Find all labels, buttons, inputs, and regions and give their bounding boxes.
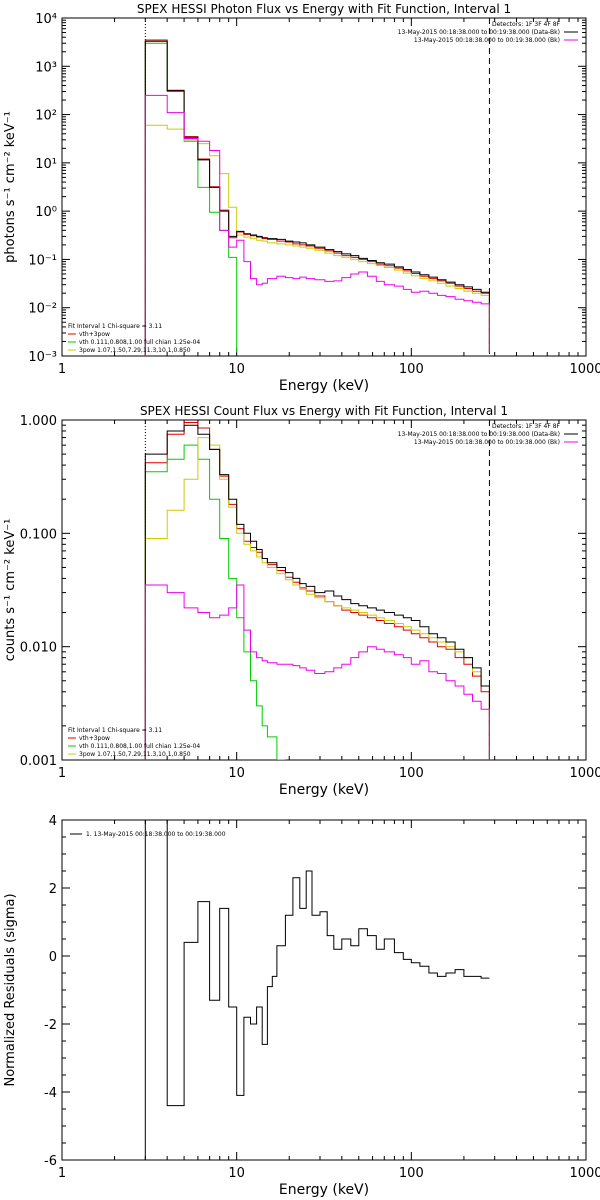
- legend-entry: 1. 13-May-2015 00:18:38.000 to 00:19:38.…: [86, 831, 226, 838]
- x-tick-label: 1000: [569, 362, 600, 377]
- y-tick-label: 10³: [35, 60, 57, 75]
- y-tick-label: -2: [44, 1018, 57, 1033]
- y-tick-label: 0: [49, 950, 57, 965]
- detectors-label: Detectors: 1F 3F 4F 8F: [492, 21, 561, 28]
- y-tick-label: 10⁻²: [28, 302, 57, 317]
- series-line: [144, 437, 490, 760]
- y-tick-label: 10¹: [35, 157, 57, 172]
- series-line: [144, 424, 490, 760]
- y-tick-label: 1.000: [20, 414, 57, 429]
- legend-entry: vth+3pow: [79, 735, 110, 742]
- legend-entry: 3pow 1.07,1.50,7.29,11.3,10.1,0.850: [79, 347, 191, 354]
- chart-3: 1 10 100 1000 Energy (keV) -6 -4 -2 0 2 4 Normalize…: [3, 814, 600, 1198]
- y-tick-label: -6: [44, 1154, 57, 1169]
- series-line: [144, 39, 490, 356]
- x-tick-label: 100: [399, 362, 424, 377]
- y-axis-label: Normalized Residuals (sigma): [3, 893, 18, 1086]
- y-tick-label: 2: [49, 882, 57, 897]
- fit-info-label: Fit Interval 1 Chi-square = 3.11: [68, 323, 162, 330]
- y-tick-label: 10⁻¹: [28, 253, 57, 268]
- chart-title: SPEX HESSI Photon Flux vs Energy with Fi…: [137, 2, 511, 16]
- series-line: [144, 42, 238, 356]
- x-tick-label: 1000: [569, 1166, 600, 1181]
- series-line: [144, 124, 490, 356]
- plot-area: [144, 820, 490, 1160]
- data-interval-label: 13-May-2015 00:18:38.000 to 00:19:38.000…: [398, 29, 560, 36]
- y-axis-label: counts s⁻¹ cm⁻² keV⁻¹: [3, 519, 18, 662]
- x-axis-label: Energy (keV): [279, 378, 369, 394]
- y-tick-label: 10⁰: [35, 205, 57, 220]
- plot-frame: [61, 819, 587, 1161]
- legend-entry: vth 0.111,0.808,1.00 full chian 1.25e-04: [79, 743, 200, 750]
- y-tick-label: 10⁴: [35, 12, 57, 27]
- x-tick-label: 1: [58, 362, 66, 377]
- y-tick-label: 0.010: [20, 641, 57, 656]
- x-axis-label: Energy (keV): [279, 1182, 369, 1198]
- series-line: [144, 820, 490, 1160]
- plot-frame: [61, 17, 587, 357]
- series-line: [144, 94, 490, 356]
- bk-interval-label: 13-May-2015 00:18:38.000 to 00:19:38.000…: [414, 439, 560, 446]
- series-line: [144, 40, 490, 356]
- x-tick-label: 1: [58, 766, 66, 781]
- plot-frame: [61, 419, 587, 761]
- x-tick-label: 10: [228, 362, 245, 377]
- x-tick-label: 1000: [569, 766, 600, 781]
- chart-1: SPEX HESSI Photon Flux vs Energy with Fi…: [3, 2, 600, 394]
- y-tick-label: 0.100: [20, 527, 57, 542]
- legend-entry: vth 0.111,0.808,1.00 full chian 1.25e-04: [79, 339, 200, 346]
- x-tick-label: 100: [399, 766, 424, 781]
- plot-area: [144, 422, 490, 760]
- legend-entry: vth+3pow: [79, 331, 110, 338]
- x-tick-label: 100: [399, 1166, 424, 1181]
- chart-2: SPEX HESSI Count Flux vs Energy with Fit…: [3, 404, 600, 798]
- legend-entry: 3pow 1.07,1.50,7.29,11.3,10.1,0.850: [79, 751, 191, 758]
- y-tick-label: 4: [49, 814, 57, 829]
- detectors-label: Detectors: 1F 3F 4F 8F: [492, 423, 561, 430]
- y-tick-label: 10⁻³: [28, 350, 57, 365]
- series-line: [144, 584, 490, 760]
- x-tick-label: 1: [58, 1166, 66, 1181]
- y-tick-label: 10²: [35, 109, 57, 124]
- y-tick-label: 0.001: [20, 754, 57, 769]
- chart-title: SPEX HESSI Count Flux vs Energy with Fit…: [140, 404, 508, 418]
- plot-area: [144, 39, 490, 356]
- y-axis-label: photons s⁻¹ cm⁻² keV⁻¹: [3, 111, 18, 263]
- series-line: [144, 444, 286, 760]
- x-axis-label: Energy (keV): [279, 782, 369, 798]
- bk-interval-label: 13-May-2015 00:18:38.000 to 00:19:38.000…: [414, 37, 560, 44]
- x-tick-label: 10: [228, 766, 245, 781]
- data-interval-label: 13-May-2015 00:18:38.000 to 00:19:38.000…: [398, 431, 560, 438]
- fit-info-label: Fit Interval 1 Chi-square = 3.11: [68, 727, 162, 734]
- y-tick-label: -4: [44, 1086, 57, 1101]
- series-line: [144, 422, 490, 760]
- x-tick-label: 10: [228, 1166, 245, 1181]
